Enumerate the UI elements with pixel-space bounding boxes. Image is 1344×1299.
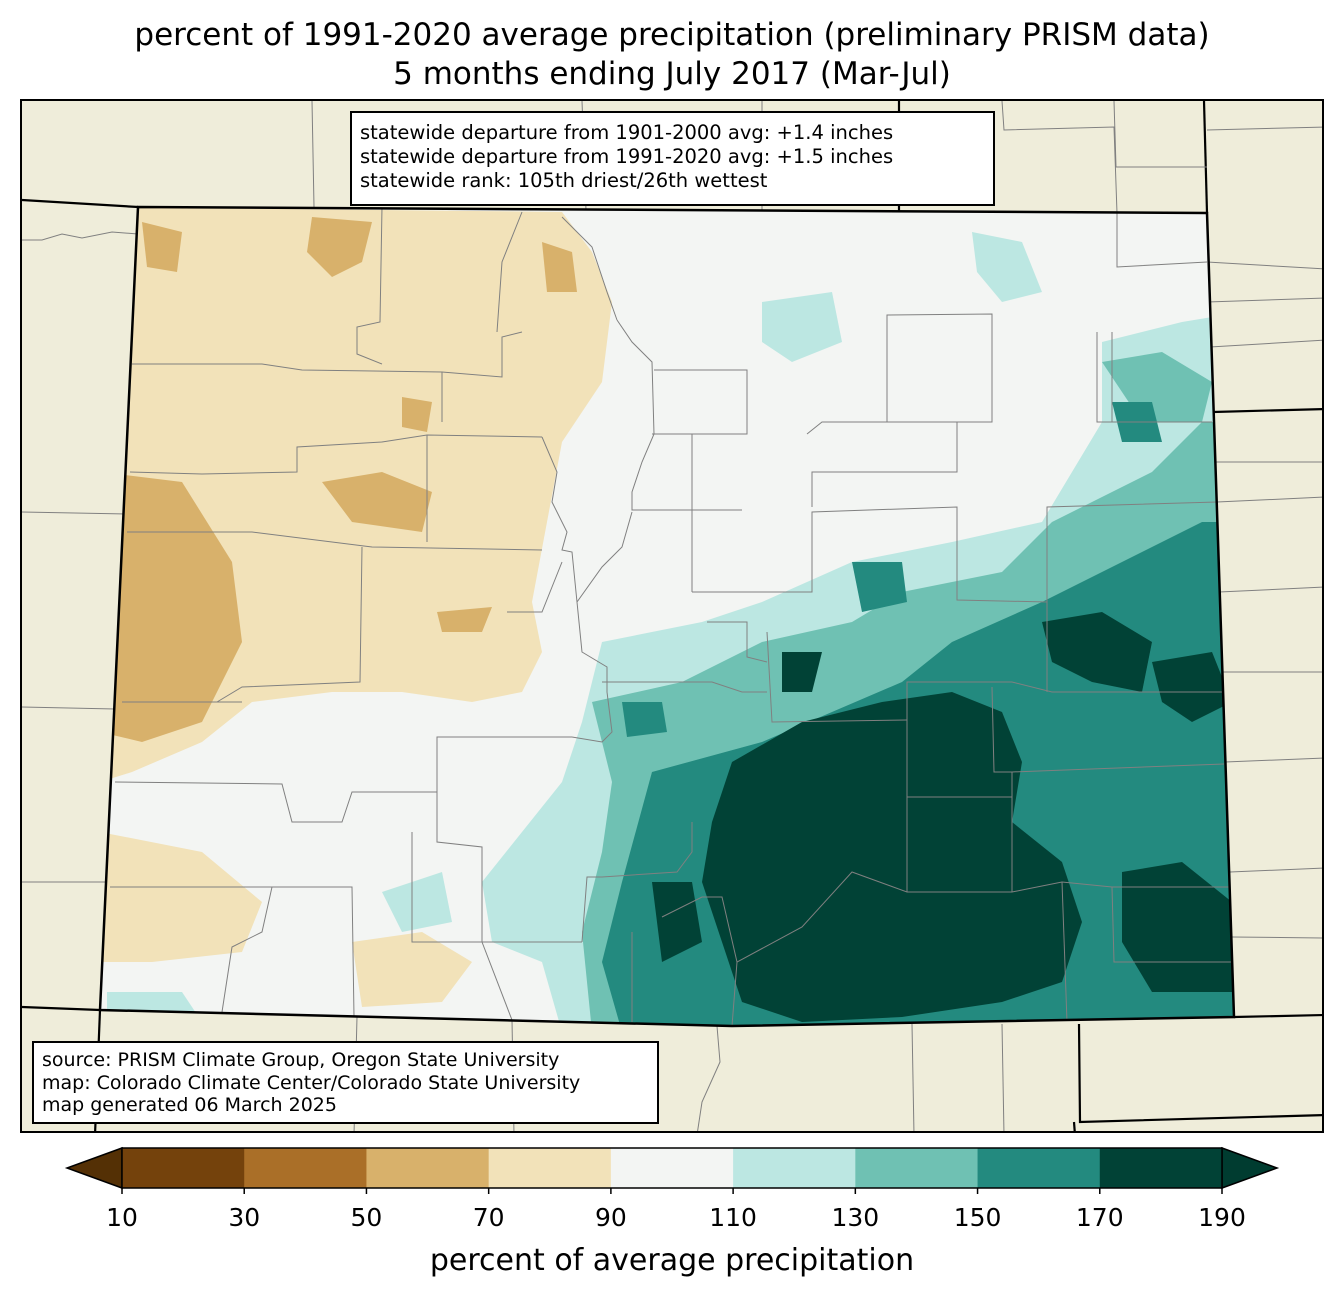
stats-line-3: statewide rank: 105th driest/26th wettes…	[360, 169, 768, 192]
colorbar-tick-label: 50	[350, 1203, 383, 1232]
source-line-3: map generated 06 March 2025	[42, 1094, 337, 1116]
colorbar-tick-label: 10	[106, 1203, 138, 1232]
precip-field	[100, 207, 1234, 1026]
colorbar-bin	[244, 1148, 367, 1188]
colorbar-bin	[366, 1148, 490, 1188]
county-lines	[110, 207, 1234, 1026]
colorbar-bin	[733, 1148, 856, 1188]
colorado-border	[98, 205, 1236, 1028]
source-box: source: PRISM Climate Group, Oregon Stat…	[32, 1041, 659, 1124]
colorbar-tick-label: 150	[953, 1203, 1002, 1232]
precipitation-map	[22, 101, 1322, 1131]
colorbar-tick-label: 170	[1075, 1203, 1124, 1232]
source-line-1: source: PRISM Climate Group, Oregon Stat…	[42, 1049, 560, 1071]
colorbar	[64, 1146, 1280, 1194]
colorbar-under-arrow	[64, 1146, 123, 1190]
colorbar-bin	[122, 1148, 245, 1188]
colorbar-tick-label: 90	[594, 1203, 627, 1232]
colorbar-bin	[855, 1148, 979, 1188]
colorbar-over-arrow	[1221, 1146, 1280, 1190]
colorbar-tick-label: 130	[831, 1203, 880, 1232]
colorbar-tick-label: 30	[228, 1203, 261, 1232]
map-title: percent of 1991-2020 average precipitati…	[134, 17, 1210, 53]
colorbar-tick-label: 70	[472, 1203, 505, 1232]
colorbar-label: percent of average precipitation	[429, 1243, 915, 1278]
colorbar-bin	[1099, 1148, 1223, 1188]
colorbar-outline	[121, 1147, 1223, 1189]
colorbar-bin	[977, 1148, 1101, 1188]
stats-line-2: statewide departure from 1991-2020 avg: …	[360, 145, 894, 168]
colorbar-tick-label: 190	[1198, 1203, 1246, 1232]
statewide-stats-box: statewide departure from 1901-2000 avg: …	[350, 111, 995, 206]
map-subtitle: 5 months ending July 2017 (Mar-Jul)	[393, 56, 951, 92]
stats-line-1: statewide departure from 1901-2000 avg: …	[360, 121, 894, 144]
source-line-2: map: Colorado Climate Center/Colorado St…	[42, 1071, 581, 1094]
map-panel	[20, 99, 1324, 1133]
colorbar-bin	[488, 1148, 612, 1188]
colorbar-bin	[610, 1148, 734, 1188]
colorbar-tick-label: 110	[709, 1203, 757, 1232]
